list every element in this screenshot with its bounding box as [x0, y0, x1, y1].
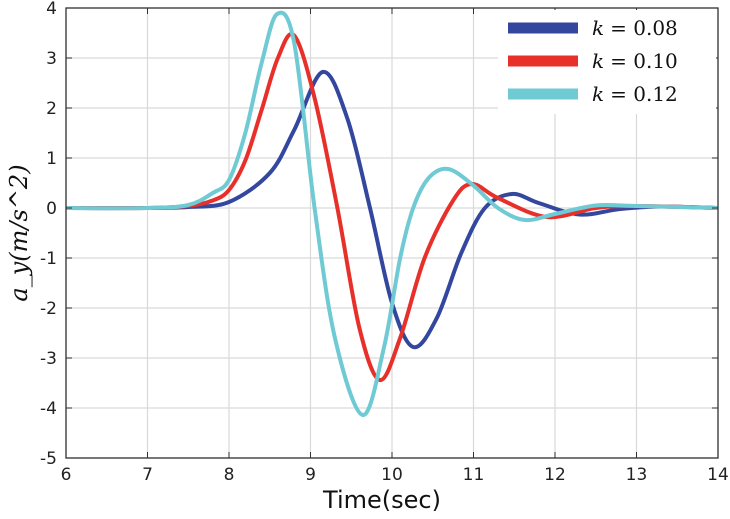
y-tick-label: -2: [40, 299, 57, 319]
x-tick-label: 12: [544, 465, 566, 485]
y-tick-label: -4: [40, 399, 57, 419]
legend-label: k = 0.08: [592, 16, 678, 40]
x-tick-label: 14: [707, 465, 729, 485]
x-tick-label: 8: [224, 465, 235, 485]
y-tick-label: -3: [40, 349, 57, 369]
series-line-2: [65, 10, 719, 417]
x-tick-label: 11: [463, 465, 485, 485]
x-tick-label: 13: [626, 465, 648, 485]
legend-label: k = 0.10: [592, 49, 678, 73]
x-tick-label: 7: [142, 465, 153, 485]
series-line-1: [65, 32, 719, 382]
y-tick-label: 2: [46, 99, 57, 119]
legend: k = 0.08 k = 0.10 k = 0.12: [498, 10, 716, 114]
legend-label: k = 0.12: [592, 82, 678, 106]
y-tick-label: 3: [46, 49, 57, 69]
y-tick-label: -1: [40, 249, 57, 269]
x-axis-label: Time(sec): [322, 486, 441, 514]
y-tick-label: 1: [46, 149, 57, 169]
x-tick-label: 9: [305, 465, 316, 485]
series-lines: [65, 10, 719, 417]
x-tick-label: 6: [61, 465, 72, 485]
x-tick-label: 10: [381, 465, 403, 485]
y-tick-label: -5: [40, 449, 57, 469]
y-tick-label: 0: [46, 199, 57, 219]
y-axis-label: a_y(m/s^2): [5, 164, 33, 301]
y-tick-label: 4: [46, 0, 57, 19]
